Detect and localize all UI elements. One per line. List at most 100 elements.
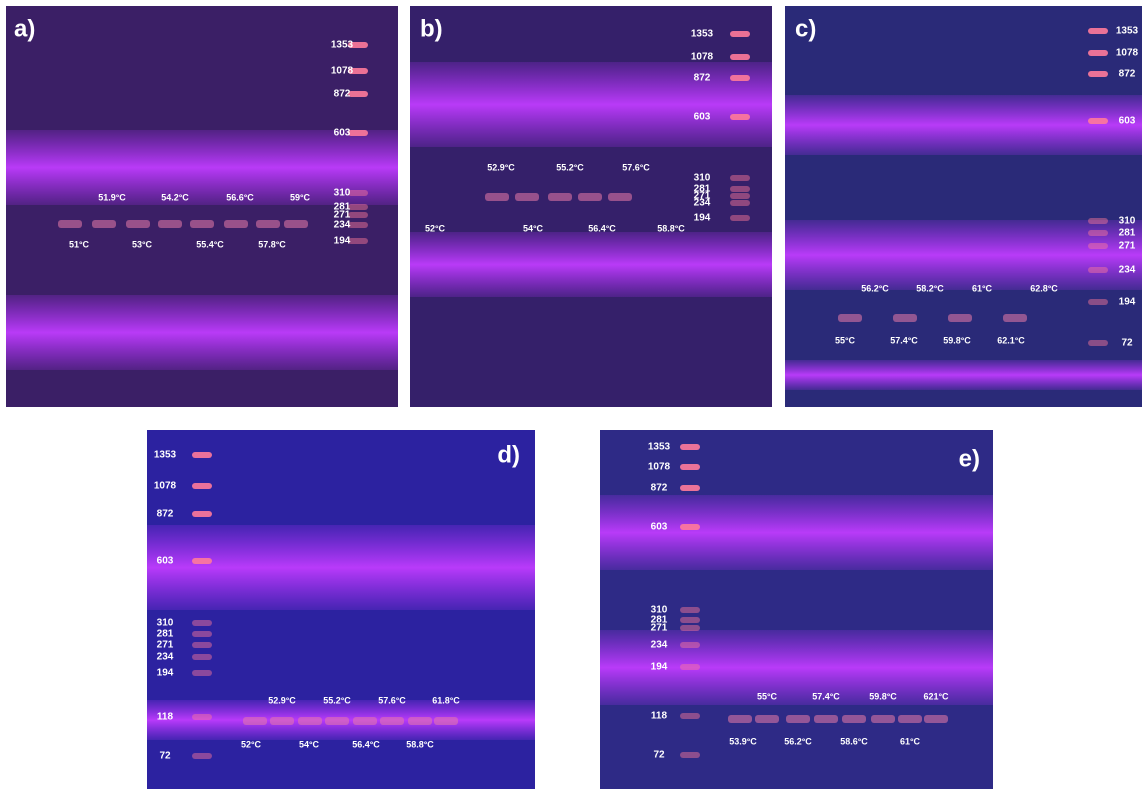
ladder-band [192, 642, 212, 648]
ladder-band [730, 215, 750, 221]
ladder-band [192, 670, 212, 676]
temp-label: 57.6°C [622, 162, 650, 172]
ladder-band [192, 558, 212, 564]
ladder-label: 603 [651, 522, 668, 533]
ladder-band [680, 617, 700, 623]
sample-band [298, 717, 322, 725]
ladder-band [1088, 218, 1108, 224]
temp-label: 57.6°C [378, 695, 406, 705]
temp-label: 56.6°C [226, 192, 254, 202]
ladder-label: 1353 [648, 442, 671, 453]
ladder-label: 1353 [331, 40, 354, 51]
sample-band [842, 715, 866, 723]
sample-band [548, 193, 572, 201]
ladder-label: 1353 [1116, 26, 1139, 37]
sample-band [126, 220, 150, 228]
sample-band [58, 220, 82, 228]
ladder-label: 194 [1119, 297, 1136, 308]
ladder-band [680, 485, 700, 491]
ladder-label: 872 [651, 483, 668, 494]
ladder-band [680, 464, 700, 470]
ladder-label: 194 [334, 236, 351, 247]
sample-band [924, 715, 948, 723]
ladder-label: 310 [694, 173, 711, 184]
ladder-band [730, 75, 750, 81]
temp-label: 57.8°C [258, 239, 286, 249]
sample-band [434, 717, 458, 725]
temp-label: 53°C [132, 239, 153, 249]
ladder-label: 1078 [648, 462, 671, 473]
ladder-band [192, 620, 212, 626]
ladder-band [730, 175, 750, 181]
temp-label: 55°C [835, 335, 856, 345]
ladder-label: 603 [334, 128, 351, 139]
temp-label: 58.6°C [840, 736, 868, 746]
ladder-band [1088, 243, 1108, 249]
ladder-band [680, 664, 700, 670]
temp-label: 62.1°C [997, 335, 1025, 345]
ladder-band [1088, 230, 1108, 236]
ladder-label: 603 [1119, 116, 1136, 127]
ladder-label: 72 [653, 750, 665, 761]
ladder-band [680, 752, 700, 758]
temp-label: 59.8°C [943, 335, 971, 345]
ladder-band [1088, 71, 1108, 77]
temp-label: 59°C [290, 192, 311, 202]
ladder-band [730, 200, 750, 206]
ladder-label: 194 [157, 668, 174, 679]
temp-label: 54°C [299, 739, 320, 749]
ladder-label: 234 [334, 220, 351, 231]
temp-label: 56.4°C [588, 223, 616, 233]
gel-glow [785, 220, 1142, 290]
panel-label: a) [14, 15, 35, 42]
ladder-band [348, 91, 368, 97]
sample-band [380, 717, 404, 725]
gel-glow [785, 95, 1142, 155]
ladder-band [348, 238, 368, 244]
gel-panel: 135310788726033102812712341947256.2°C58.… [785, 6, 1142, 407]
ladder-label: 310 [157, 618, 174, 629]
gel-background [785, 6, 1142, 407]
temp-label: 61.8°C [432, 695, 460, 705]
sample-band [871, 715, 895, 723]
ladder-label: 234 [1119, 265, 1136, 276]
sample-band [284, 220, 308, 228]
ladder-band [192, 631, 212, 637]
ladder-label: 118 [651, 711, 668, 722]
ladder-band [192, 452, 212, 458]
ladder-label: 872 [157, 509, 174, 520]
ladder-band [192, 511, 212, 517]
temp-label: 56.4°C [352, 739, 380, 749]
gel-glow [6, 295, 398, 370]
temp-label: 58.2°C [916, 283, 944, 293]
temp-label: 56.2°C [784, 736, 812, 746]
ladder-label: 872 [334, 89, 351, 100]
sample-band [893, 314, 917, 322]
ladder-label: 194 [694, 213, 711, 224]
ladder-label: 872 [1119, 69, 1136, 80]
sample-band [814, 715, 838, 723]
ladder-label: 310 [1119, 216, 1136, 227]
temp-label: 59.8°C [869, 691, 897, 701]
ladder-band [348, 204, 368, 210]
temp-label: 58.8°C [406, 739, 434, 749]
sample-band [256, 220, 280, 228]
ladder-band [1088, 267, 1108, 273]
ladder-label: 234 [651, 640, 668, 651]
ladder-band [348, 190, 368, 196]
sample-band [838, 314, 862, 322]
ladder-band [1088, 340, 1108, 346]
ladder-label: 234 [694, 198, 711, 209]
ladder-band [730, 114, 750, 120]
ladder-band [192, 714, 212, 720]
gel-glow [785, 360, 1142, 390]
sample-band [158, 220, 182, 228]
sample-band [190, 220, 214, 228]
ladder-label: 72 [1121, 338, 1133, 349]
gel-glow [410, 232, 772, 297]
temp-label: 54.2°C [161, 192, 189, 202]
temp-label: 52°C [425, 223, 446, 233]
temp-label: 61°C [972, 283, 993, 293]
sample-band [1003, 314, 1027, 322]
temp-label: 55.2°C [556, 162, 584, 172]
